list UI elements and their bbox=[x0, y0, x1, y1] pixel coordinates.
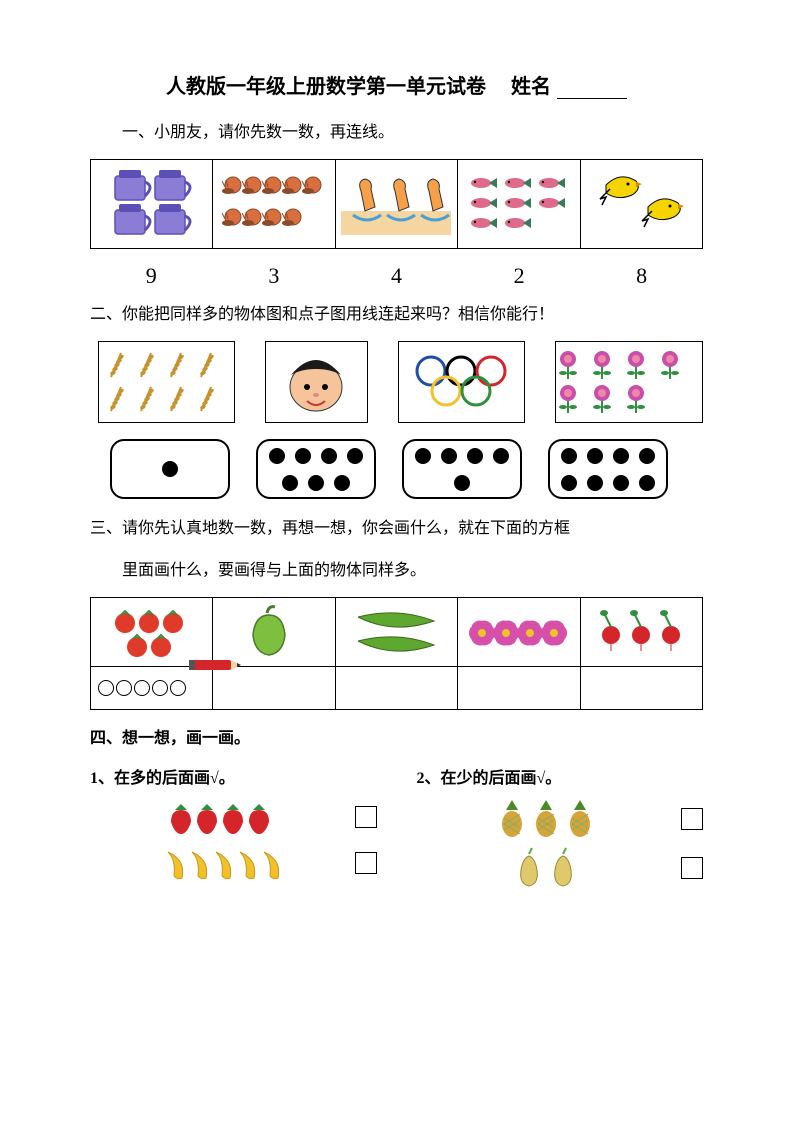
dot-icon bbox=[613, 475, 629, 491]
dot-box-5 bbox=[402, 439, 522, 499]
q2-object-row bbox=[98, 341, 703, 423]
dot-icon bbox=[639, 475, 655, 491]
q3-answer-cell[interactable] bbox=[580, 667, 702, 710]
dot-icon bbox=[162, 461, 178, 477]
q1-number: 3 bbox=[268, 263, 279, 289]
name-blank[interactable] bbox=[557, 98, 627, 99]
checkbox[interactable] bbox=[681, 857, 703, 879]
q1-number: 8 bbox=[636, 263, 647, 289]
q2-instruction: 二、你能把同样多的物体图和点子图用线连起来吗？相信你能行！ bbox=[90, 299, 703, 331]
dot-icon bbox=[321, 448, 337, 464]
dot-icon bbox=[269, 448, 285, 464]
dot-icon bbox=[295, 448, 311, 464]
dot-box-7 bbox=[256, 439, 376, 499]
dot-icon bbox=[282, 475, 298, 491]
q1-number: 2 bbox=[514, 263, 525, 289]
dot-icon bbox=[334, 475, 350, 491]
dot-icon bbox=[587, 448, 603, 464]
dot-icon bbox=[415, 448, 431, 464]
q3-cell-flowers bbox=[458, 598, 580, 667]
circle-icon bbox=[134, 680, 150, 696]
dot-box-1 bbox=[110, 439, 230, 499]
q2-box-rings bbox=[398, 341, 525, 423]
circle-icon bbox=[170, 680, 186, 696]
q4-item-pineapples bbox=[441, 796, 704, 842]
q3-answer-cell[interactable] bbox=[458, 667, 580, 710]
q3-cell-radishes bbox=[580, 598, 702, 667]
dot-icon bbox=[587, 475, 603, 491]
q1-instruction: 一、小朋友，请你先数一数，再连线。 bbox=[90, 117, 703, 149]
q3-instruction-l2: 里面画什么，要画得与上面的物体同样多。 bbox=[90, 555, 703, 587]
q3-cell-cucumbers bbox=[335, 598, 457, 667]
checkbox[interactable] bbox=[355, 806, 377, 828]
q3-cell-pepper bbox=[213, 598, 335, 667]
q4-item-strawberries bbox=[114, 796, 377, 838]
page-title: 人教版一年级上册数学第一单元试卷 姓名 bbox=[90, 70, 703, 99]
q3-instruction-l1: 三、请你先认真地数一数，再想一想，你会画什么，就在下面的方框 bbox=[90, 513, 703, 545]
dot-icon bbox=[493, 448, 509, 464]
q2-box-face bbox=[265, 341, 368, 423]
q1-table bbox=[90, 159, 703, 249]
q4-item-bananas bbox=[114, 842, 377, 884]
circle-icon bbox=[116, 680, 132, 696]
checkbox[interactable] bbox=[681, 808, 703, 830]
q4-title: 四、想一想，画一画。 bbox=[90, 724, 703, 748]
q3-answer-cell[interactable] bbox=[335, 667, 457, 710]
dot-icon bbox=[441, 448, 457, 464]
q1-cell-fish bbox=[458, 160, 580, 249]
q4-item-pears bbox=[441, 846, 704, 890]
q1-cell-birds bbox=[580, 160, 702, 249]
title-text: 人教版一年级上册数学第一单元试卷 bbox=[166, 76, 486, 98]
q2-box-roses bbox=[555, 341, 703, 423]
q3-table bbox=[90, 597, 703, 710]
q1-numbers: 9 3 4 2 8 bbox=[90, 263, 703, 289]
circle-icon bbox=[152, 680, 168, 696]
q1-cell-snails bbox=[213, 160, 335, 249]
q3-answer-cell[interactable] bbox=[213, 667, 335, 710]
q1-cell-cups bbox=[91, 160, 213, 249]
dot-icon bbox=[613, 448, 629, 464]
q4-sub2: 2、在少的后面画√。 bbox=[417, 764, 704, 788]
dot-icon bbox=[347, 448, 363, 464]
q1-number: 9 bbox=[146, 263, 157, 289]
dot-icon bbox=[454, 475, 470, 491]
dot-icon bbox=[639, 448, 655, 464]
dot-icon bbox=[308, 475, 324, 491]
circle-icon bbox=[98, 680, 114, 696]
checkbox[interactable] bbox=[355, 852, 377, 874]
q2-dot-row bbox=[110, 439, 703, 499]
dot-icon bbox=[467, 448, 483, 464]
q1-cell-horses bbox=[335, 160, 457, 249]
q1-number: 4 bbox=[391, 263, 402, 289]
q4-sub1: 1、在多的后面画√。 bbox=[90, 764, 377, 788]
dot-box-8 bbox=[548, 439, 668, 499]
q2-box-wheat bbox=[98, 341, 235, 423]
q3-answer-cell[interactable] bbox=[91, 667, 213, 710]
dot-icon bbox=[561, 448, 577, 464]
dot-icon bbox=[561, 475, 577, 491]
name-label: 姓名 bbox=[511, 76, 551, 98]
